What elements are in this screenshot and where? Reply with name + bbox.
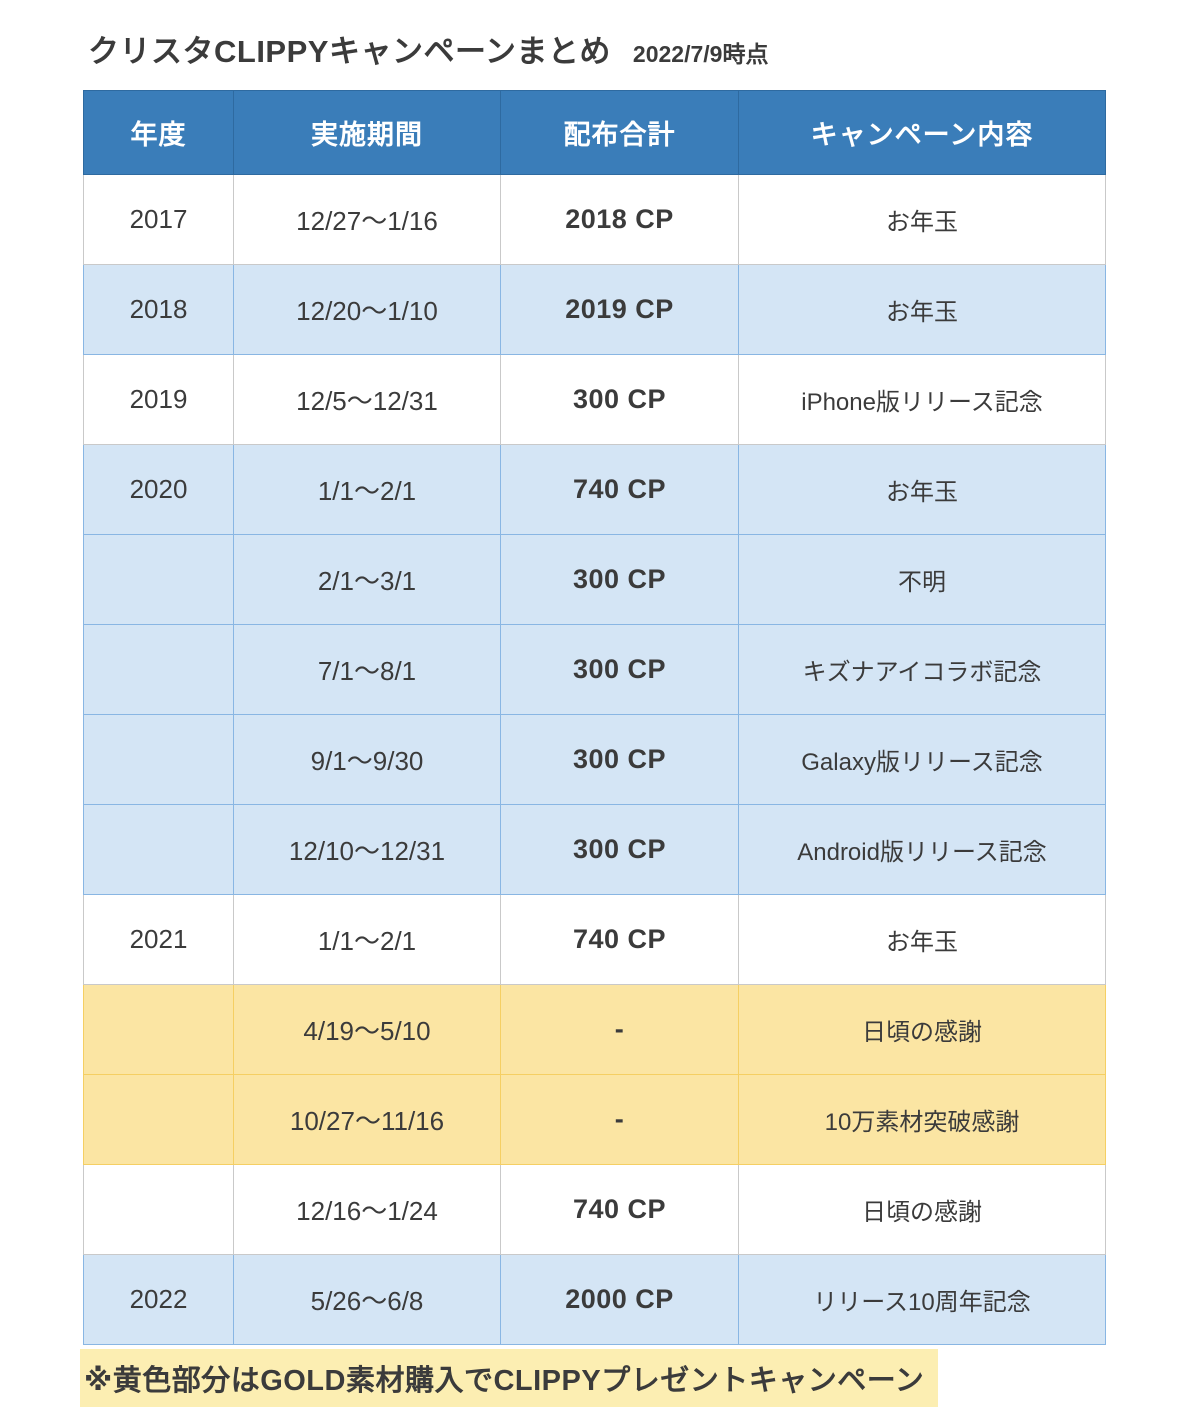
table-row: 12/16〜1/24 740 CP 日頃の感謝 <box>83 1164 1106 1255</box>
total-cell: 300 CP <box>500 624 739 715</box>
header-cell-total: 配布合計 <box>500 90 739 175</box>
content-cell: お年玉 <box>738 174 1106 265</box>
page-title: クリスタCLIPPYキャンペーンまとめ <box>88 34 611 69</box>
content-cell: 不明 <box>738 534 1106 625</box>
period-cell: 9/1〜9/30 <box>233 714 501 805</box>
content-cell: 日頃の感謝 <box>738 1164 1106 1255</box>
content-cell: Android版リリース記念 <box>738 804 1106 895</box>
year-cell <box>83 1164 234 1255</box>
total-cell: 740 CP <box>500 894 739 985</box>
year-cell <box>83 804 234 895</box>
period-cell: 2/1〜3/1 <box>233 534 501 625</box>
content-cell: お年玉 <box>738 264 1106 355</box>
content-cell: 10万素材突破感謝 <box>738 1074 1106 1165</box>
period-cell: 4/19〜5/10 <box>233 984 501 1075</box>
content-cell: お年玉 <box>738 894 1106 985</box>
period-cell: 12/20〜1/10 <box>233 264 501 355</box>
period-cell: 5/26〜6/8 <box>233 1254 501 1345</box>
year-cell: 2018 <box>83 264 234 355</box>
header-cell-year: 年度 <box>83 90 234 175</box>
content-cell: リリース10周年記念 <box>738 1254 1106 1345</box>
table-row: 2/1〜3/1 300 CP 不明 <box>83 534 1106 625</box>
period-cell: 7/1〜8/1 <box>233 624 501 715</box>
table-row: 2020 1/1〜2/1 740 CP お年玉 <box>83 444 1106 535</box>
header-cell-period: 実施期間 <box>233 90 501 175</box>
table-row: 4/19〜5/10 - 日頃の感謝 <box>83 984 1106 1075</box>
footnote: ※黄色部分はGOLD素材購入でCLIPPYプレゼントキャンペーン <box>80 1349 939 1407</box>
table-row: 2022 5/26〜6/8 2000 CP リリース10周年記念 <box>83 1254 1106 1345</box>
year-cell <box>83 534 234 625</box>
year-cell <box>83 624 234 715</box>
content-cell: キズナアイコラボ記念 <box>738 624 1106 715</box>
period-cell: 12/27〜1/16 <box>233 174 501 265</box>
year-cell: 2021 <box>83 894 234 985</box>
title-row: クリスタCLIPPYキャンペーンまとめ 2022/7/9時点 <box>88 26 768 71</box>
total-cell: - <box>500 1074 739 1165</box>
campaign-table: 年度 実施期間 配布合計 キャンペーン内容 2017 12/27〜1/16 20… <box>83 90 1106 1345</box>
total-cell: 300 CP <box>500 804 739 895</box>
content-cell: お年玉 <box>738 444 1106 535</box>
table-row: 7/1〜8/1 300 CP キズナアイコラボ記念 <box>83 624 1106 715</box>
period-cell: 12/16〜1/24 <box>233 1164 501 1255</box>
table-row: 2017 12/27〜1/16 2018 CP お年玉 <box>83 174 1106 265</box>
header-cell-content: キャンペーン内容 <box>738 90 1106 175</box>
as-of-date: 2022/7/9時点 <box>632 41 769 67</box>
year-cell: 2020 <box>83 444 234 535</box>
total-cell: 2018 CP <box>500 174 739 265</box>
total-cell: - <box>500 984 739 1075</box>
total-cell: 740 CP <box>500 1164 739 1255</box>
year-cell: 2019 <box>83 354 234 445</box>
total-cell: 2000 CP <box>500 1254 739 1345</box>
year-cell <box>83 984 234 1075</box>
year-cell <box>83 714 234 805</box>
content-cell: Galaxy版リリース記念 <box>738 714 1106 805</box>
table-row: 12/10〜12/31 300 CP Android版リリース記念 <box>83 804 1106 895</box>
period-cell: 1/1〜2/1 <box>233 894 501 985</box>
period-cell: 1/1〜2/1 <box>233 444 501 535</box>
total-cell: 300 CP <box>500 354 739 445</box>
header-row: 年度 実施期間 配布合計 キャンペーン内容 <box>83 90 1106 175</box>
total-cell: 2019 CP <box>500 264 739 355</box>
table-header: 年度 実施期間 配布合計 キャンペーン内容 <box>83 90 1106 175</box>
content-cell: iPhone版リリース記念 <box>738 354 1106 445</box>
year-cell: 2017 <box>83 174 234 265</box>
content-cell: 日頃の感謝 <box>738 984 1106 1075</box>
period-cell: 10/27〜11/16 <box>233 1074 501 1165</box>
table-body: 2017 12/27〜1/16 2018 CP お年玉 2018 12/20〜1… <box>83 174 1106 1345</box>
total-cell: 740 CP <box>500 444 739 535</box>
table-row: 2021 1/1〜2/1 740 CP お年玉 <box>83 894 1106 985</box>
period-cell: 12/10〜12/31 <box>233 804 501 895</box>
table-row: 10/27〜11/16 - 10万素材突破感謝 <box>83 1074 1106 1165</box>
total-cell: 300 CP <box>500 714 739 805</box>
total-cell: 300 CP <box>500 534 739 625</box>
period-cell: 12/5〜12/31 <box>233 354 501 445</box>
table-row: 2018 12/20〜1/10 2019 CP お年玉 <box>83 264 1106 355</box>
year-cell: 2022 <box>83 1254 234 1345</box>
table-row: 9/1〜9/30 300 CP Galaxy版リリース記念 <box>83 714 1106 805</box>
year-cell <box>83 1074 234 1165</box>
table-row: 2019 12/5〜12/31 300 CP iPhone版リリース記念 <box>83 354 1106 445</box>
